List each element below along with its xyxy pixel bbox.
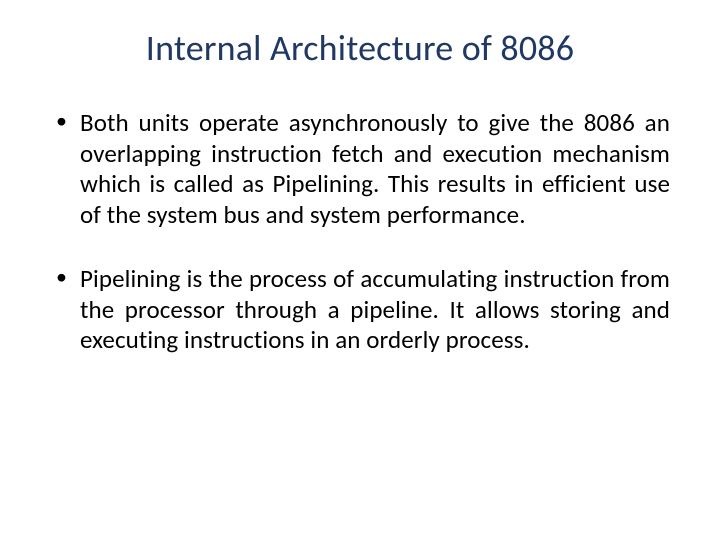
list-item: Both units operate asynchronously to giv…: [80, 108, 670, 230]
slide: Internal Architecture of 8086 Both units…: [0, 0, 720, 540]
bullet-list: Both units operate asynchronously to giv…: [50, 108, 670, 356]
slide-title: Internal Architecture of 8086: [50, 26, 670, 70]
list-item: Pipelining is the process of accumulatin…: [80, 264, 670, 356]
